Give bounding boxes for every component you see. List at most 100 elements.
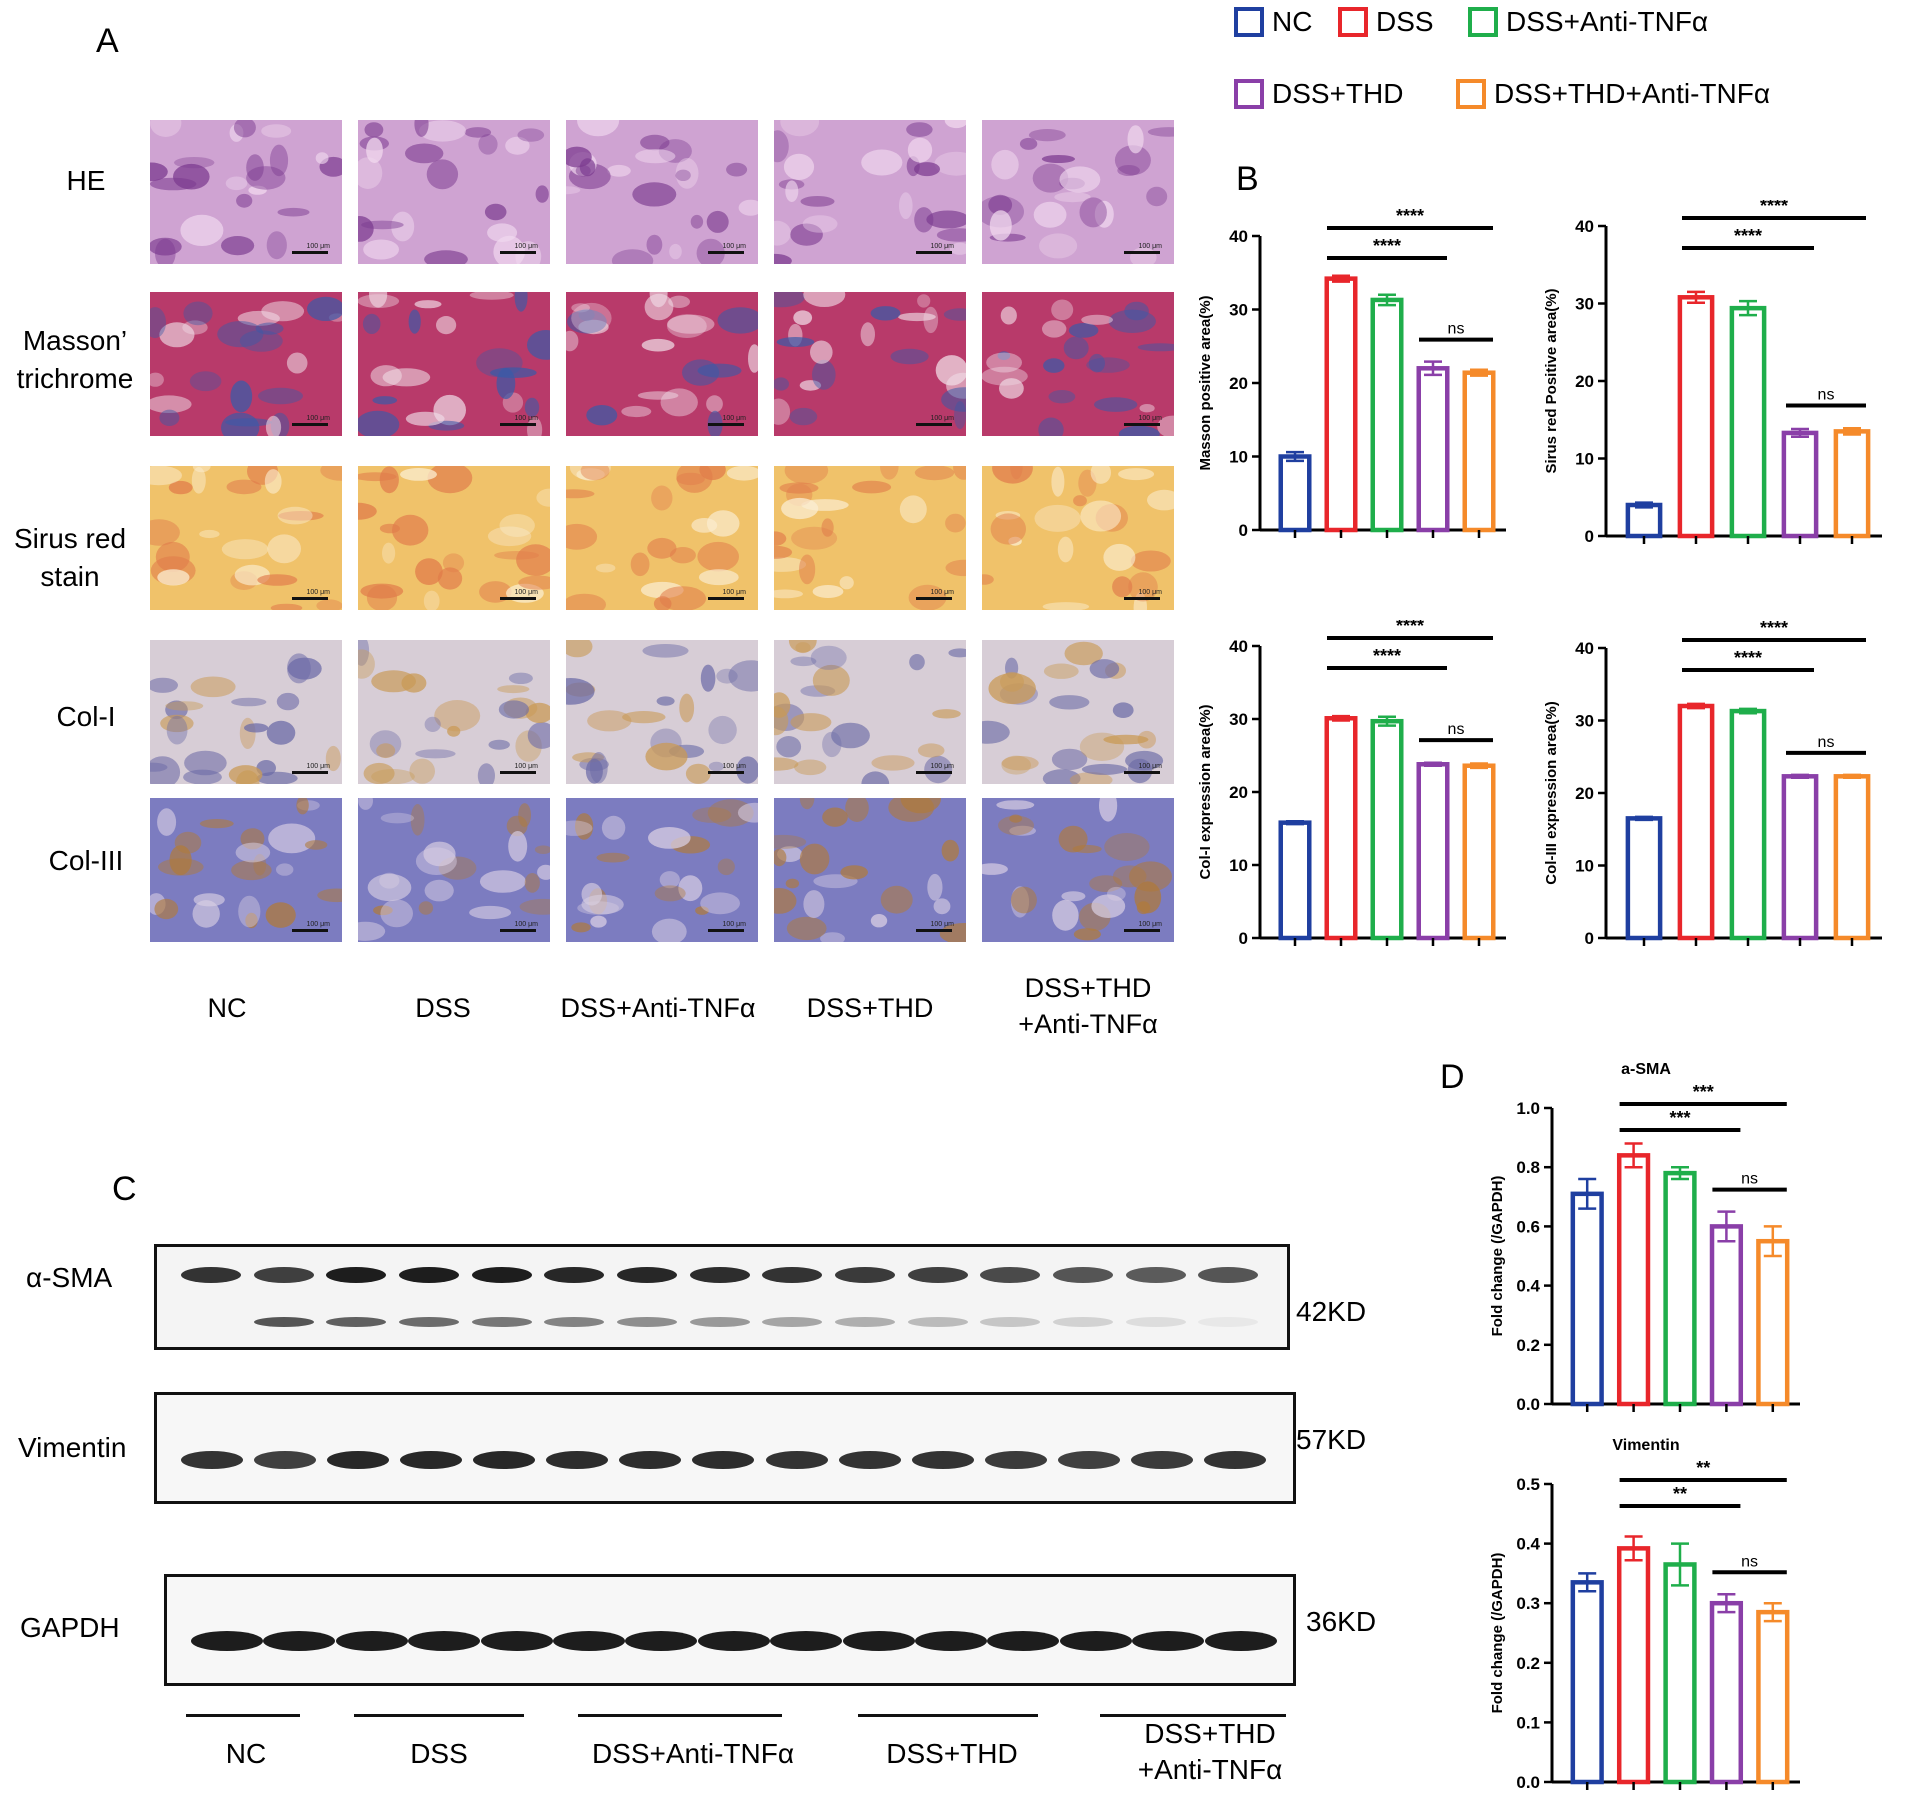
blot-band <box>546 1451 609 1469</box>
scale-bar-label: 100 μm <box>514 415 539 422</box>
wb-group-line-nc <box>186 1714 300 1717</box>
histology-image: 100 μm <box>774 640 966 784</box>
legend-swatch-dss-thd-anti-tnf <box>1456 79 1486 109</box>
y-axis-label: Col-III expression area(%) <box>1543 701 1560 884</box>
scale-bar-label: 100 μm <box>722 415 747 422</box>
blot-band <box>907 1317 968 1327</box>
blot-band <box>907 1267 968 1283</box>
y-tick-label: 40 <box>1229 637 1248 656</box>
scale-bar <box>1124 597 1160 600</box>
legend-item-dss: DSS <box>1338 6 1434 38</box>
scale-bar-label: 100 μm <box>722 763 747 770</box>
significance-label: *** <box>1669 1108 1690 1128</box>
blot-label-vimentin: Vimentin <box>18 1432 127 1463</box>
kd-asma: 42KD <box>1296 1296 1367 1327</box>
blot-band <box>335 1631 408 1651</box>
blot-band <box>1059 1631 1132 1651</box>
histology-image: 100 μm <box>566 466 758 610</box>
scale-bar <box>708 251 744 254</box>
scale-bar-label: 100 μm <box>930 763 955 770</box>
legend-label-dss-anti-tnf: DSS+Anti-TNFα <box>1506 6 1709 37</box>
blot-band <box>625 1631 698 1651</box>
blot-band <box>399 1267 459 1283</box>
scale-bar-label: 100 μm <box>930 243 955 250</box>
significance-label: ns <box>1818 734 1835 751</box>
bar-4 <box>1833 429 1871 539</box>
blot-band <box>1053 1267 1113 1283</box>
histology-image: 100 μm <box>982 120 1174 264</box>
kd-vimentin: 57KD <box>1296 1424 1367 1455</box>
blot-band <box>480 1631 553 1651</box>
y-tick-label: 20 <box>1575 784 1594 803</box>
scale-bar-label: 100 μm <box>930 415 955 422</box>
y-tick-label: 10 <box>1229 448 1248 467</box>
bar-2 <box>1370 718 1404 941</box>
y-tick-label: 0.4 <box>1516 1277 1540 1296</box>
blot-band <box>326 1317 387 1327</box>
bar-1 <box>1324 276 1358 533</box>
scale-bar-label: 100 μm <box>514 243 539 250</box>
blot-band <box>1198 1317 1259 1327</box>
scale-bar-label: 100 μm <box>514 589 539 596</box>
blot-band <box>408 1631 481 1651</box>
scale-bar <box>292 929 328 932</box>
histology-image: 100 μm <box>774 292 966 436</box>
kd-gapdh: 36KD <box>1306 1606 1377 1637</box>
blot-band <box>1053 1317 1113 1327</box>
histology-image: 100 μm <box>358 292 550 436</box>
y-tick-label: 30 <box>1229 710 1248 729</box>
bar-4 <box>1462 370 1496 533</box>
scale-bar <box>708 597 744 600</box>
bar-0 <box>1625 502 1663 539</box>
y-tick-label: 0.5 <box>1516 1475 1540 1494</box>
blot-band <box>553 1631 625 1651</box>
blot-band <box>842 1631 915 1651</box>
y-tick-label: 0.4 <box>1516 1535 1540 1554</box>
wb-group-dss-thd-anti-tnf: DSS+THD +Anti-TNFα <box>1137 1718 1283 1785</box>
blot-band <box>619 1451 682 1469</box>
histology-image: 100 μm <box>150 292 342 436</box>
bar-3 <box>1709 1224 1744 1407</box>
significance-label: **** <box>1373 236 1401 256</box>
chart-sirius: 0 10 20 30 40 Sirus red Positive area(%) **** *… <box>1543 200 1882 546</box>
bar-4 <box>1833 774 1871 941</box>
scale-bar <box>500 251 536 254</box>
histology-group-dss-thd-anti-tnf: DSS+THD +Anti-TNFα <box>1018 973 1158 1039</box>
y-tick-label: 20 <box>1229 783 1248 802</box>
legend-swatch-nc <box>1234 7 1264 37</box>
legend-item-dss-anti-tnf: DSS+Anti-TNFα <box>1468 6 1708 38</box>
row-label-sirius: Sirus red stain <box>13 523 127 592</box>
blot-band <box>692 1451 755 1469</box>
blot-band <box>253 1267 314 1283</box>
significance-label: **** <box>1396 620 1424 636</box>
scale-bar <box>708 423 744 426</box>
histology-image: 100 μm <box>150 466 342 610</box>
blot-asma <box>154 1244 1290 1350</box>
y-axis-label: Fold change (/GAPDH) <box>1489 1176 1506 1337</box>
blot-band <box>263 1631 336 1651</box>
legend-swatch-dss <box>1338 7 1368 37</box>
histology-image: 100 μm <box>566 798 758 942</box>
blot-band <box>911 1451 974 1469</box>
blot-band <box>838 1451 901 1469</box>
wb-group-nc: NC <box>225 1738 267 1769</box>
chart-col-i: 0 10 20 30 40 Col-I expression area(%) **** ***… <box>1197 620 1506 948</box>
scale-bar <box>916 597 952 600</box>
scale-bar-label: 100 μm <box>306 763 331 770</box>
scale-bar <box>1124 929 1160 932</box>
histology-image: 100 μm <box>774 466 966 610</box>
blot-band <box>326 1267 387 1283</box>
bar-2 <box>1663 1170 1697 1407</box>
blot-band <box>689 1317 750 1327</box>
histology-image: 100 μm <box>150 798 342 942</box>
y-tick-label: 30 <box>1575 295 1594 314</box>
bar-1 <box>1677 703 1715 941</box>
blot-gapdh <box>164 1574 1296 1686</box>
legend-item-dss-thd-anti-tnf: DSS+THD+Anti-TNFα <box>1456 78 1770 110</box>
significance-label: *** <box>1693 1082 1714 1102</box>
y-tick-label: 0.2 <box>1516 1336 1540 1355</box>
bar-4 <box>1756 1609 1790 1785</box>
y-tick-label: 0.1 <box>1516 1713 1540 1732</box>
bar-4 <box>1756 1238 1790 1407</box>
y-tick-label: 40 <box>1575 639 1594 658</box>
